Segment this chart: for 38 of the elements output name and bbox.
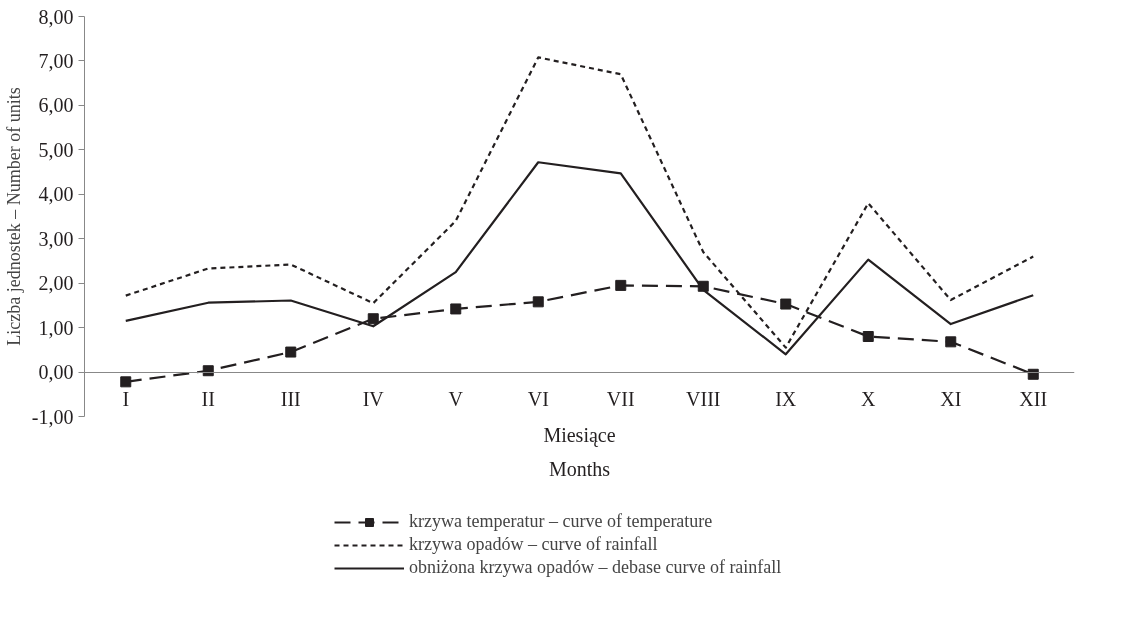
x-tick-label: VI <box>527 388 549 411</box>
point <box>862 331 874 342</box>
x-tick-label: V <box>448 388 464 411</box>
point <box>120 376 132 388</box>
y-tick-label: -1,00 <box>31 405 74 428</box>
y-tick-label: 7,00 <box>38 49 74 72</box>
y-tick-label: 4,00 <box>38 183 74 206</box>
x-tick-label: XII <box>1019 388 1048 411</box>
y-tick-label: 3,00 <box>38 227 74 250</box>
y-tick-label: 5,00 <box>38 138 74 161</box>
x-tick-label: IX <box>775 388 797 411</box>
x-tick-label: X <box>861 388 877 411</box>
y-axis-title: Liczba jednostek – Number of units <box>3 87 24 346</box>
point <box>450 303 462 315</box>
point <box>532 296 544 308</box>
x-tick-label: VIII <box>686 388 721 411</box>
point <box>285 346 297 358</box>
y-tick-label: 6,00 <box>38 94 74 117</box>
x-tick-label: II <box>201 388 215 411</box>
legend-label: krzywa temperatur – curve of temperature <box>409 511 713 532</box>
x-tick-label: I <box>122 388 130 411</box>
x-tick-label: VII <box>606 388 635 411</box>
point <box>780 298 792 310</box>
y-tick-label: 0,00 <box>38 361 74 384</box>
x-tick-label: XI <box>940 388 962 411</box>
legend-label: krzywa opadów – curve of rainfall <box>409 534 658 555</box>
point <box>1027 368 1039 380</box>
y-tick-label: 8,00 <box>38 5 74 28</box>
point <box>615 279 627 291</box>
point <box>367 313 379 325</box>
x-axis-title: Miesiące Months <box>543 423 616 480</box>
y-tick-label: 1,00 <box>38 316 74 339</box>
point <box>945 336 957 348</box>
x-tick-label: IV <box>362 388 385 411</box>
legend-label: obniżona krzywa opadów – debase curve of rainfall <box>409 557 782 578</box>
y-tick-label: 2,00 <box>38 272 74 295</box>
point <box>202 365 214 377</box>
x-tick-label: III <box>280 388 301 411</box>
